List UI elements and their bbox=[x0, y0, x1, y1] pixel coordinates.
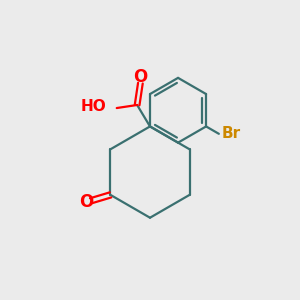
Text: O: O bbox=[133, 68, 148, 86]
Text: Br: Br bbox=[222, 126, 241, 141]
Text: O: O bbox=[79, 193, 93, 211]
Text: HO: HO bbox=[81, 99, 106, 114]
